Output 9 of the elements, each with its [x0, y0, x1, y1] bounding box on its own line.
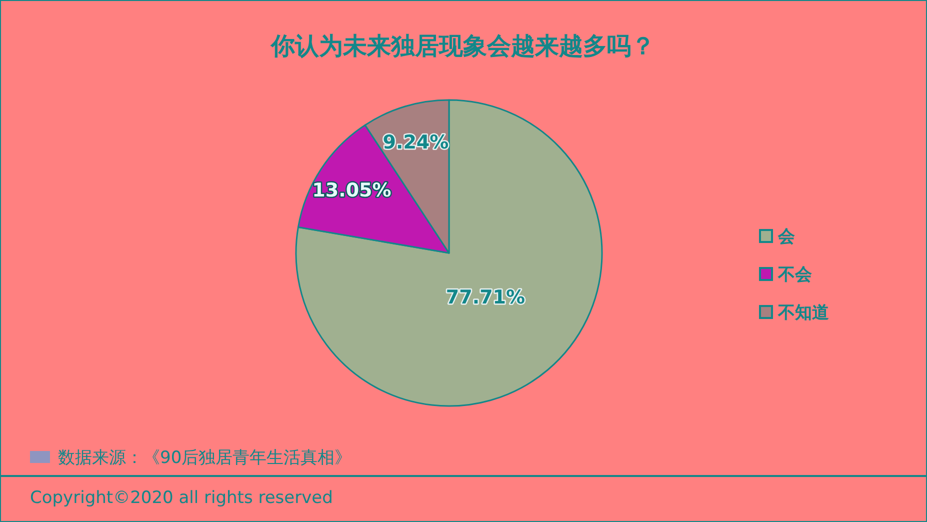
legend-label: 不知道	[777, 303, 829, 323]
chart-title: 你认为未来独居现象会越来越多吗？	[270, 32, 655, 60]
data-label: 77.71%	[446, 286, 526, 308]
data-label: 9.24%	[382, 132, 449, 154]
legend-label: 不会	[777, 265, 813, 285]
text: Copyright©2020 all rights reserved	[30, 488, 333, 508]
data-label: 13.05%	[312, 179, 392, 202]
legend-label: 会	[777, 227, 796, 247]
source-note: 数据来源：《90后独居青年生活真相》	[58, 448, 352, 468]
